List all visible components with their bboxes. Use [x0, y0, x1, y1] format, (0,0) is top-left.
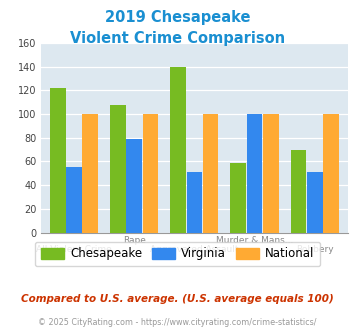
- Bar: [66, 167, 82, 233]
- Legend: Chesapeake, Virginia, National: Chesapeake, Virginia, National: [35, 242, 320, 266]
- Text: Murder & Mans...: Murder & Mans...: [216, 236, 293, 245]
- Text: 2019 Chesapeake: 2019 Chesapeake: [105, 10, 250, 25]
- Text: Aggravated Assault: Aggravated Assault: [150, 245, 239, 254]
- Bar: [82, 114, 98, 233]
- Text: © 2025 CityRating.com - https://www.cityrating.com/crime-statistics/: © 2025 CityRating.com - https://www.city…: [38, 318, 317, 327]
- Bar: [170, 67, 186, 233]
- Bar: [323, 114, 339, 233]
- Bar: [203, 114, 218, 233]
- Bar: [126, 139, 142, 233]
- Bar: [247, 114, 262, 233]
- Text: Robbery: Robbery: [296, 245, 334, 254]
- Text: Compared to U.S. average. (U.S. average equals 100): Compared to U.S. average. (U.S. average …: [21, 294, 334, 304]
- Text: Rape: Rape: [123, 236, 146, 245]
- Bar: [110, 105, 126, 233]
- Bar: [230, 163, 246, 233]
- Text: All Violent Crime: All Violent Crime: [36, 245, 112, 254]
- Bar: [50, 88, 66, 233]
- Bar: [291, 149, 306, 233]
- Bar: [186, 172, 202, 233]
- Bar: [263, 114, 279, 233]
- Text: Violent Crime Comparison: Violent Crime Comparison: [70, 31, 285, 46]
- Bar: [307, 172, 323, 233]
- Bar: [143, 114, 158, 233]
